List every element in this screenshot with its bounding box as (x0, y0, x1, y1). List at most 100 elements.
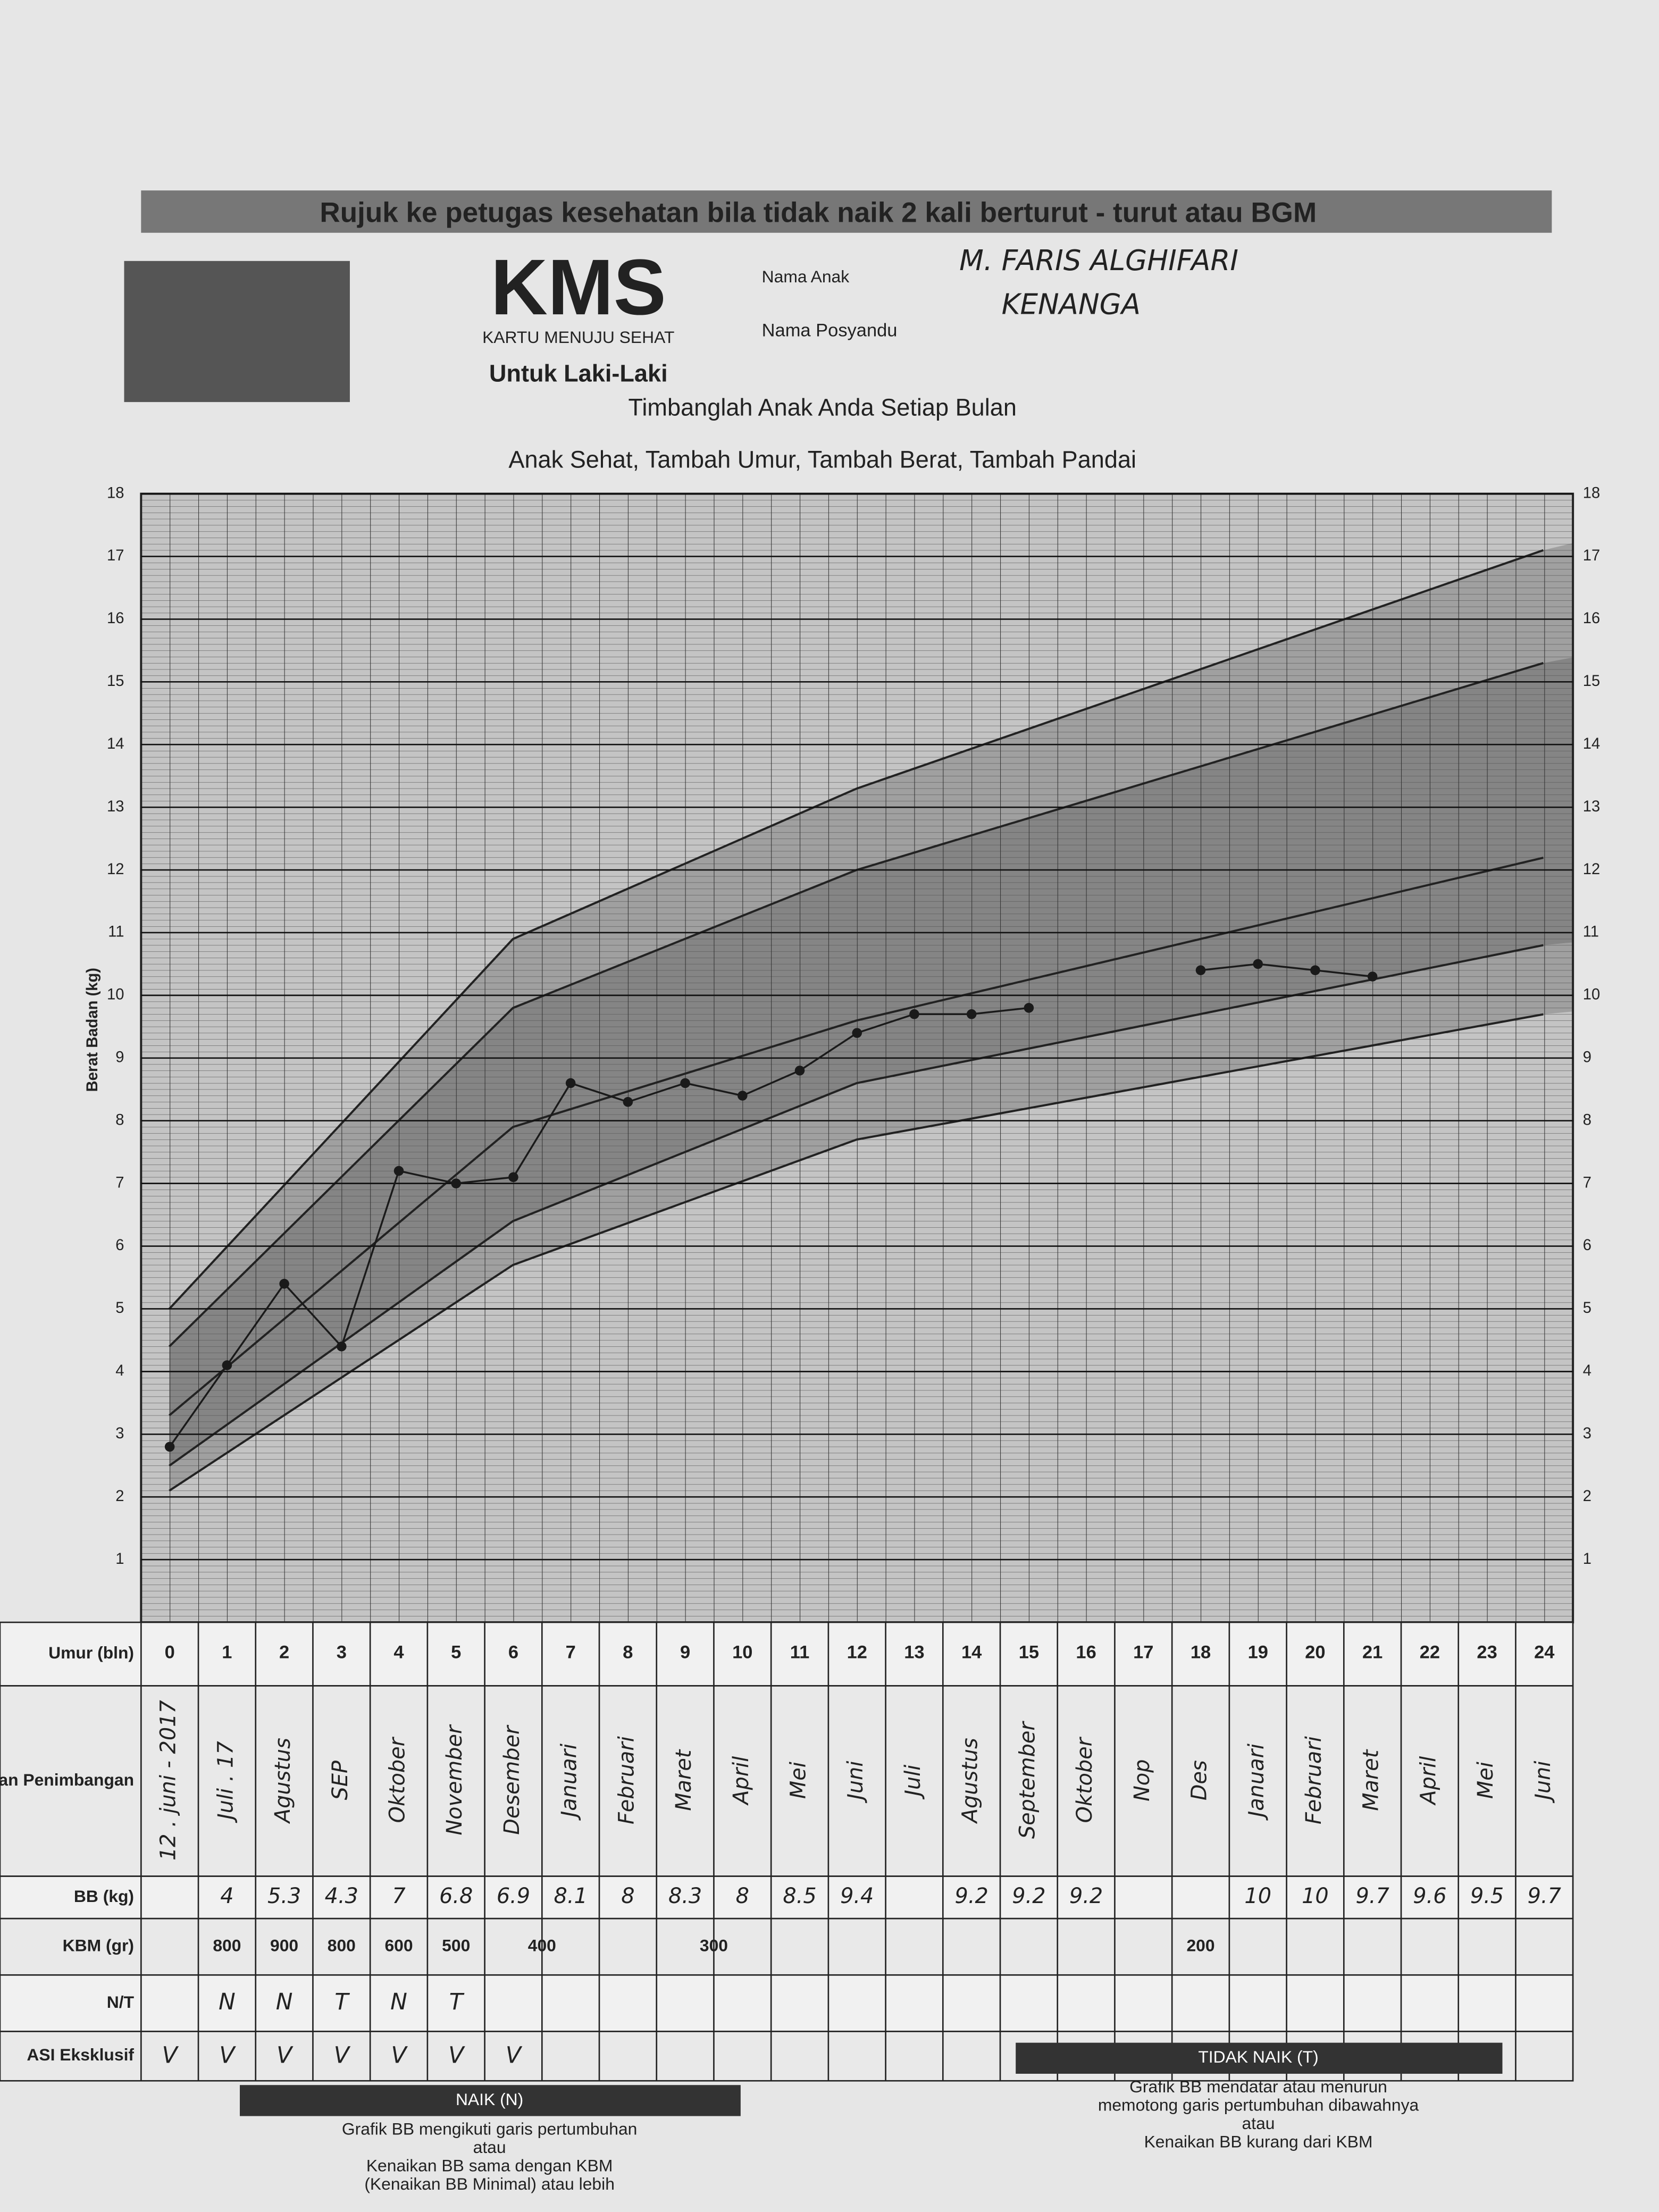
bb: 8.5 (783, 1884, 816, 1908)
bb: 9.7 (1528, 1884, 1561, 1908)
bb: 8 (621, 1884, 634, 1908)
weight-point (508, 1172, 518, 1183)
row-label: ASI Eksklusif (27, 2045, 134, 2064)
y-tick-label: 13 (1583, 798, 1600, 815)
bulan: Januari (1244, 1744, 1269, 1821)
nt: N (219, 1989, 236, 2015)
y-tick-label: 17 (1583, 547, 1600, 564)
y-tick-label: 15 (1583, 673, 1600, 690)
bb: 10 (1302, 1884, 1329, 1908)
naik-line: Grafik BB mengikuti garis pertumbuhan (342, 2119, 638, 2139)
y-tick-label: 14 (1583, 735, 1600, 752)
y-tick-label: 14 (107, 735, 124, 752)
weight-point (565, 1078, 576, 1088)
bb: 9.4 (840, 1884, 874, 1908)
weight-point (966, 1009, 977, 1019)
bb: 10 (1244, 1884, 1271, 1908)
y-tick-label: 1 (1583, 1551, 1591, 1568)
y-tick-label: 4 (1583, 1362, 1591, 1379)
y-tick-label: 17 (107, 547, 124, 564)
label: Nama Posyandu (762, 321, 898, 341)
nt: N (390, 1989, 407, 2015)
y-tick-label: 3 (115, 1425, 124, 1442)
bulan: Agustus (958, 1738, 983, 1824)
nt: T (449, 1989, 465, 2015)
umur: 24 (1534, 1642, 1554, 1662)
umur: 1 (222, 1642, 232, 1662)
curve (169, 857, 1544, 1417)
asi: V (276, 2043, 294, 2069)
bb: 8 (736, 1884, 749, 1908)
umur: 5 (451, 1642, 461, 1662)
bb: 9.6 (1413, 1884, 1446, 1908)
umur: 10 (732, 1642, 752, 1662)
y-tick-label: 12 (1583, 861, 1600, 878)
kbm: 900 (270, 1936, 298, 1955)
bulan: Des (1187, 1760, 1212, 1800)
naik-bg (240, 2085, 741, 2116)
bulan: Agustus (271, 1738, 295, 1824)
y-tick-label: 8 (115, 1111, 124, 1128)
asi: V (162, 2043, 179, 2069)
curve (168, 662, 1544, 1347)
weight-point (738, 1091, 748, 1101)
bulan: Juli (901, 1765, 925, 1800)
row-label: Umur (bln) (48, 1643, 134, 1662)
bulan: Oktober (1073, 1736, 1097, 1823)
kbm: 600 (384, 1936, 413, 1955)
weight-point (393, 1166, 404, 1176)
umur: 13 (904, 1642, 924, 1662)
kbm: 400 (528, 1936, 556, 1955)
asi: V (334, 2043, 351, 2069)
tidak-line: Grafik BB mendatar atau menurun (1129, 2077, 1387, 2096)
chart-subtitle: Anak Sehat, Tambah Umur, Tambah Berat, T… (508, 446, 1136, 473)
y-tick-label: 6 (1583, 1237, 1591, 1254)
weight-point (337, 1341, 347, 1352)
table-row (0, 1917, 1574, 1976)
naik-line: (Kenaikan BB Minimal) atau lebih (364, 2174, 615, 2193)
label: Nama Anak (762, 267, 850, 286)
kbm: 800 (328, 1936, 356, 1955)
umur: 15 (1019, 1642, 1039, 1662)
weight-point (222, 1360, 232, 1370)
naik-title: NAIK (N) (456, 2090, 523, 2109)
bulan: Maret (672, 1749, 696, 1811)
umur: 6 (508, 1642, 518, 1662)
umur: 2 (279, 1642, 289, 1662)
umur: 20 (1305, 1642, 1325, 1662)
nt: N (276, 1989, 293, 2015)
bb: 6.9 (497, 1884, 530, 1908)
y-tick-label: 6 (115, 1237, 124, 1254)
logo-art (124, 261, 350, 403)
bulan: Nop (1130, 1759, 1154, 1801)
weight-line (169, 963, 1373, 1447)
y-tick-label: 5 (115, 1300, 124, 1317)
table-row (0, 1621, 1574, 1687)
y-tick-label: 1 (115, 1551, 124, 1568)
weight-point (1367, 971, 1378, 982)
y-tick-label: 11 (1583, 924, 1599, 941)
curve (169, 1013, 1544, 1492)
y-tick-label: 2 (115, 1488, 124, 1505)
bulan: Mei (786, 1762, 811, 1799)
asi: V (391, 2043, 408, 2069)
banner-bg (141, 190, 1552, 233)
chart-title: Timbanglah Anak Anda Setiap Bulan (629, 393, 1017, 421)
y-tick-label: 12 (107, 861, 124, 878)
weight-point (1024, 1003, 1034, 1013)
y-tick-label: 4 (115, 1362, 124, 1379)
kbm: 500 (442, 1936, 470, 1955)
y-tick-label: 8 (1583, 1111, 1591, 1128)
weight-point (680, 1078, 690, 1088)
umur: 12 (847, 1642, 867, 1662)
weight-point (279, 1279, 289, 1289)
curve (168, 549, 1544, 1310)
row-label: Bulan Penimbangan (0, 1770, 134, 1789)
umur: 19 (1248, 1642, 1268, 1662)
asi: V (506, 2043, 523, 2069)
umur: 18 (1191, 1642, 1211, 1662)
bb: 9.2 (1069, 1884, 1103, 1908)
bb: 7 (392, 1884, 405, 1908)
